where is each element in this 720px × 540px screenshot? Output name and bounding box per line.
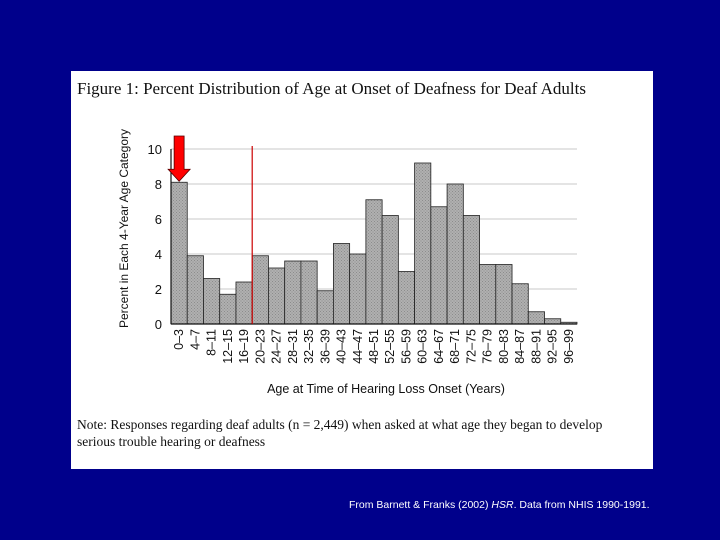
axes xyxy=(170,149,577,325)
y-tick-label-3: 6 xyxy=(155,212,162,227)
bar-0 xyxy=(170,181,188,325)
y-tick-label-5: 10 xyxy=(148,142,162,157)
bar-10 xyxy=(332,243,351,325)
y-tick-label-0: 0 xyxy=(155,317,162,332)
y-tick-label-4: 8 xyxy=(155,177,162,192)
x-tick-label-20: 80–83 xyxy=(497,329,511,364)
bar-23 xyxy=(544,318,562,325)
x-tick-labels: 0–3 4–7 8–11 12–15 16–19 20–23 24–27 28–31 32–35… xyxy=(172,329,576,364)
x-tick-label-14: 56–59 xyxy=(399,329,413,364)
bar-6 xyxy=(268,267,286,325)
x-tick-label-23: 92–95 xyxy=(546,329,560,364)
bar-16 xyxy=(430,206,448,325)
x-tick-label-16: 64–67 xyxy=(432,329,446,364)
x-tick-label-21: 84–87 xyxy=(513,329,527,364)
bar-7 xyxy=(284,260,302,325)
annotations xyxy=(167,135,253,324)
credit-suffix: . Data from NHIS 1990-1991. xyxy=(513,499,650,511)
bar-11 xyxy=(349,253,367,325)
x-tick-label-1: 4–7 xyxy=(188,329,202,350)
x-tick-label-19: 76–79 xyxy=(481,329,495,364)
red-arrow-icon xyxy=(167,135,192,182)
x-tick-label-2: 8–11 xyxy=(205,329,219,356)
x-tick-label-3: 12–15 xyxy=(221,329,235,364)
x-tick-label-6: 24–27 xyxy=(270,329,284,364)
bar-9 xyxy=(316,290,334,325)
figure-panel: Figure 1: Percent Distribution of Age at… xyxy=(71,71,653,469)
bar-19 xyxy=(479,264,497,325)
x-tick-label-0: 0–3 xyxy=(172,329,186,350)
y-tick-labels: 0 2 4 6 8 10 xyxy=(148,142,162,332)
x-tick-label-22: 88–91 xyxy=(529,329,543,364)
x-tick-label-12: 48–51 xyxy=(367,329,381,364)
figure-note: Note: Responses regarding deaf adults (n… xyxy=(77,417,603,449)
bar-21 xyxy=(511,283,529,325)
x-tick-label-13: 52–55 xyxy=(383,329,397,364)
bar-1 xyxy=(186,255,204,325)
bar-22 xyxy=(527,311,545,325)
y-axis-label: Percent in Each 4-Year Age Category xyxy=(117,129,131,328)
bar-14 xyxy=(397,271,415,325)
bar-8 xyxy=(300,260,318,325)
bar-18 xyxy=(462,215,480,325)
x-tick-label-11: 44–47 xyxy=(351,329,365,364)
x-tick-label-17: 68–71 xyxy=(448,329,462,364)
credit-journal: HSR xyxy=(491,499,514,511)
x-tick-label-4: 16–19 xyxy=(237,329,251,364)
bar-13 xyxy=(381,215,399,325)
bar-15 xyxy=(414,162,432,325)
source-credit: From Barnett & Franks (2002) HSR. Data f… xyxy=(349,499,650,511)
x-axis-label: Age at Time of Hearing Loss Onset (Years… xyxy=(267,382,505,396)
bar-20 xyxy=(495,264,513,325)
y-tick-label-1: 2 xyxy=(155,282,162,297)
bar-2 xyxy=(203,278,221,325)
x-tick-label-15: 60–63 xyxy=(416,329,430,364)
bar-12 xyxy=(365,199,383,325)
bar-3 xyxy=(219,293,237,325)
credit-prefix: From Barnett & Franks (2002) xyxy=(349,499,492,511)
bar-4 xyxy=(235,281,253,325)
bar-5 xyxy=(251,255,269,325)
y-tick-label-2: 4 xyxy=(155,247,162,262)
x-tick-label-5: 20–23 xyxy=(253,329,267,364)
bar-chart: 0 2 4 6 8 10 0–3 4–7 8–11 12–15 16–19 20–23 24–27 28… xyxy=(117,129,578,396)
figure-title: Figure 1: Percent Distribution of Age at… xyxy=(77,79,586,98)
x-tick-label-24: 96–99 xyxy=(562,329,576,364)
x-tick-label-7: 28–31 xyxy=(286,329,300,364)
x-tick-label-9: 36–39 xyxy=(318,329,332,364)
x-tick-label-10: 40–43 xyxy=(335,329,349,364)
x-tick-label-18: 72–75 xyxy=(464,329,478,364)
bar-17 xyxy=(446,183,464,325)
bars xyxy=(170,162,578,325)
x-tick-label-8: 32–35 xyxy=(302,329,316,364)
